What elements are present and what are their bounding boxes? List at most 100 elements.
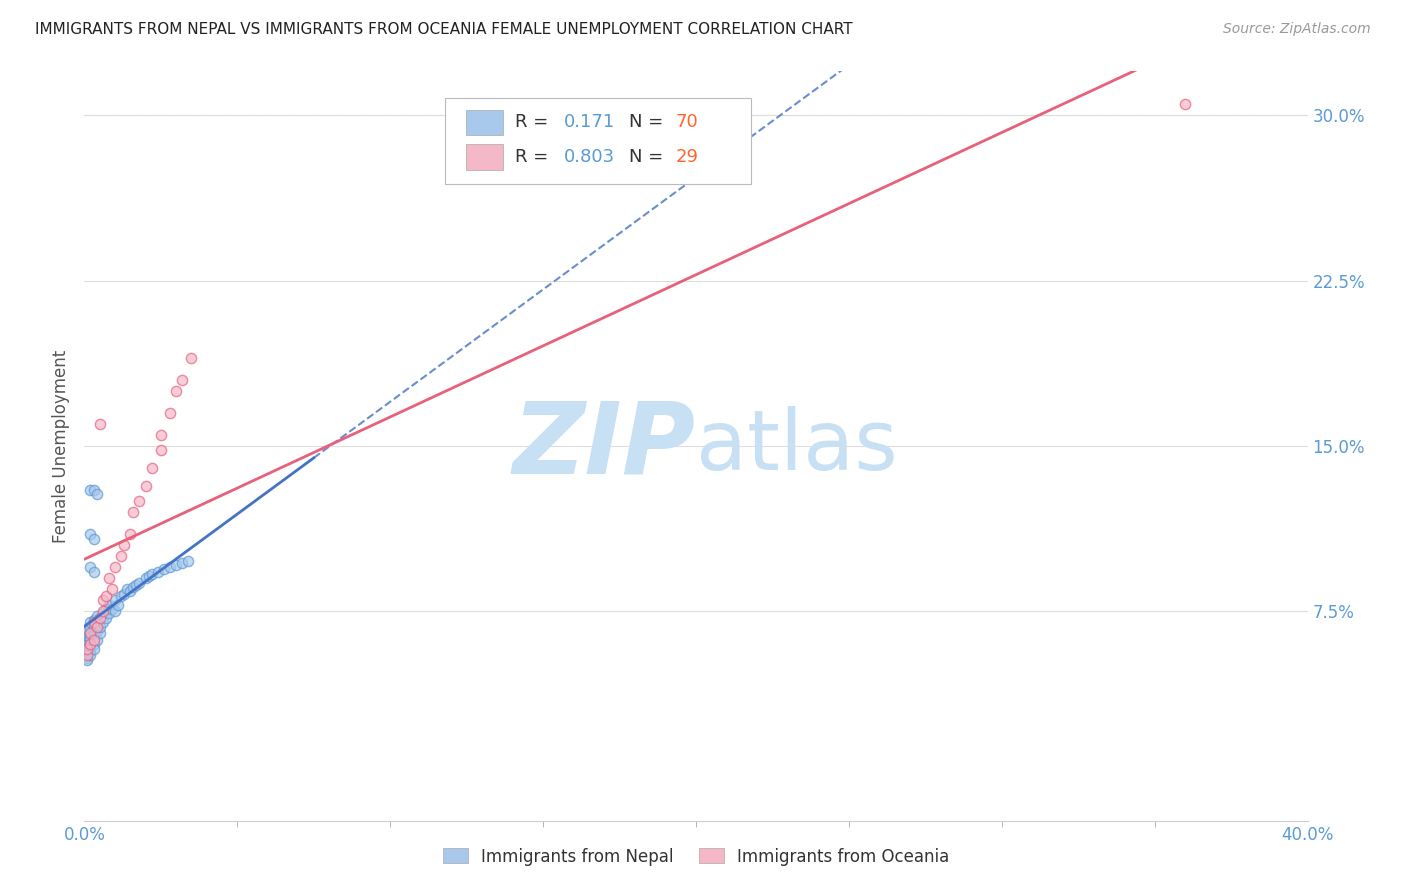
Text: N =: N =	[628, 113, 664, 131]
Text: R =: R =	[515, 148, 554, 166]
Point	[128, 494, 150, 508]
Point	[125, 578, 148, 592]
Point	[76, 640, 98, 654]
Point	[76, 637, 98, 651]
Point	[122, 580, 145, 594]
Point	[91, 607, 114, 621]
Point	[79, 632, 101, 647]
Point	[83, 641, 105, 656]
Point	[79, 631, 101, 645]
Point	[86, 487, 108, 501]
Point	[79, 648, 101, 663]
Point	[146, 565, 169, 579]
Point	[94, 602, 117, 616]
Point	[94, 611, 117, 625]
Point	[83, 565, 105, 579]
Point	[120, 527, 142, 541]
Point	[76, 653, 98, 667]
Point	[110, 549, 132, 564]
Point	[112, 538, 135, 552]
Point	[83, 637, 105, 651]
Point	[76, 631, 98, 645]
Point	[76, 641, 98, 656]
Point	[89, 611, 111, 625]
Point	[83, 631, 105, 645]
Point	[86, 620, 108, 634]
Text: Source: ZipAtlas.com: Source: ZipAtlas.com	[1223, 22, 1371, 37]
Point	[135, 478, 157, 492]
Point	[83, 532, 105, 546]
Text: 0.171: 0.171	[564, 113, 614, 131]
Point	[97, 598, 120, 612]
Point	[76, 628, 98, 642]
Point	[177, 553, 200, 567]
Point	[79, 560, 101, 574]
Point	[89, 417, 111, 431]
FancyBboxPatch shape	[465, 144, 503, 169]
Point	[79, 483, 101, 497]
Point	[172, 556, 194, 570]
Point	[122, 505, 145, 519]
Point	[83, 483, 105, 497]
Point	[76, 644, 98, 658]
Text: IMMIGRANTS FROM NEPAL VS IMMIGRANTS FROM OCEANIA FEMALE UNEMPLOYMENT CORRELATION: IMMIGRANTS FROM NEPAL VS IMMIGRANTS FROM…	[35, 22, 853, 37]
Point	[76, 650, 98, 665]
Point	[97, 571, 120, 585]
Point	[159, 406, 181, 420]
Point	[91, 593, 114, 607]
FancyBboxPatch shape	[465, 110, 503, 135]
Point	[94, 589, 117, 603]
Point	[149, 428, 172, 442]
Point	[83, 626, 105, 640]
FancyBboxPatch shape	[446, 97, 751, 184]
Point	[76, 632, 98, 647]
Point	[79, 637, 101, 651]
Point	[79, 626, 101, 640]
Point	[83, 620, 105, 634]
Point	[76, 648, 98, 663]
Point	[104, 560, 127, 574]
Point	[76, 648, 98, 663]
Point	[110, 589, 132, 603]
Point	[76, 641, 98, 656]
Point	[153, 562, 176, 576]
Point	[76, 635, 98, 649]
Legend: Immigrants from Nepal, Immigrants from Oceania: Immigrants from Nepal, Immigrants from O…	[436, 841, 956, 872]
Point	[104, 593, 127, 607]
Point	[91, 604, 114, 618]
Point	[165, 384, 187, 398]
Point	[104, 604, 127, 618]
Point	[115, 582, 138, 597]
Point	[1174, 97, 1197, 112]
Text: R =: R =	[515, 113, 554, 131]
Point	[172, 373, 194, 387]
Point	[86, 608, 108, 623]
Point	[86, 624, 108, 639]
Point	[79, 615, 101, 630]
Point	[79, 626, 101, 640]
Point	[91, 615, 114, 630]
Text: ZIP: ZIP	[513, 398, 696, 494]
Point	[89, 611, 111, 625]
Text: 70: 70	[675, 113, 697, 131]
Point	[89, 626, 111, 640]
Point	[79, 620, 101, 634]
Point	[141, 566, 163, 581]
Point	[79, 641, 101, 656]
Text: 0.803: 0.803	[564, 148, 614, 166]
Point	[86, 632, 108, 647]
Point	[141, 461, 163, 475]
Point	[128, 575, 150, 590]
Point	[159, 560, 181, 574]
Point	[76, 646, 98, 660]
Point	[79, 644, 101, 658]
Point	[97, 607, 120, 621]
Point	[83, 632, 105, 647]
Point	[79, 527, 101, 541]
Point	[135, 571, 157, 585]
Point	[112, 587, 135, 601]
Point	[79, 637, 101, 651]
Point	[76, 622, 98, 636]
Text: 29: 29	[675, 148, 699, 166]
Point	[107, 598, 129, 612]
